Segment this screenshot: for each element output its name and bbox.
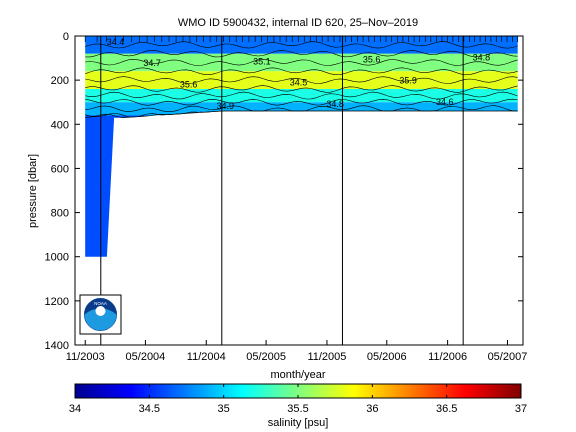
y-tick-label: 800 xyxy=(51,208,69,220)
salinity-field xyxy=(85,36,518,257)
x-tick-label: 11/2004 xyxy=(187,351,226,363)
salinity-layer-6 xyxy=(85,111,518,257)
y-tick-label: 0 xyxy=(63,31,69,43)
y-axis-label: pressure [dbar] xyxy=(27,154,39,228)
colorbar-tick-label: 35.5 xyxy=(287,403,308,415)
contour-label: 34.8 xyxy=(326,99,344,109)
y-tick-label: 1400 xyxy=(45,340,69,352)
contour-label: 34.7 xyxy=(143,58,161,68)
salinity-layer-2 xyxy=(85,53,518,72)
contour-label: 35.1 xyxy=(253,56,271,66)
x-axis-ticks: 11/2003 05/2004 11/2004 05/2005 11/2005 05/20… xyxy=(66,340,528,363)
contour-line-3 xyxy=(85,67,518,76)
contour-label: 34.5 xyxy=(290,78,308,88)
colorbar-ticks: 34 34.5 35 35.5 36 36.5 37 xyxy=(69,384,527,415)
colorbar-label: salinity [psu] xyxy=(268,417,329,429)
contour-line-4 xyxy=(85,85,518,93)
contour-line-10 xyxy=(85,76,518,84)
year-lines xyxy=(100,36,464,345)
x-tick-label: 05/2007 xyxy=(488,351,528,363)
colorbar-tick-label: 35 xyxy=(218,403,230,415)
colorbar-tick-label: 37 xyxy=(515,403,527,415)
contour-label: 34.8 xyxy=(473,52,491,62)
x-tick-label: 11/2006 xyxy=(428,351,467,363)
chart-title: WMO ID 5900432, internal ID 620, 25–Nov–… xyxy=(178,17,418,29)
contour-line-8 xyxy=(85,41,518,49)
noaa-logo: NOAA xyxy=(79,294,122,335)
profile-time-marks xyxy=(84,36,519,42)
y-tick-label: 400 xyxy=(51,119,69,131)
colorbar-tick-label: 36 xyxy=(366,403,378,415)
salinity-layer-4 xyxy=(85,89,518,103)
contour-label: 34.6 xyxy=(436,97,454,107)
contour-label: 35.6 xyxy=(363,54,381,64)
y-axis-ticks: 0 200 400 600 800 1000 1200 1400 xyxy=(45,31,523,352)
y-tick-label: 200 xyxy=(51,75,69,87)
colorbar-tick-label: 34.5 xyxy=(139,403,160,415)
salinity-layer-3 xyxy=(85,71,518,89)
x-axis-label: month/year xyxy=(270,369,325,381)
y-tick-label: 1200 xyxy=(45,296,69,308)
contour-line-5 xyxy=(85,98,518,106)
salinity-layer-1 xyxy=(85,36,518,54)
plot-frame xyxy=(74,35,524,346)
colorbar-tick-label: 36.5 xyxy=(436,403,457,415)
svg-text:NOAA: NOAA xyxy=(94,301,107,306)
contour-line-11 xyxy=(85,91,518,100)
x-tick-label: 05/2006 xyxy=(367,351,407,363)
colorbar-tick-label: 34 xyxy=(69,403,81,415)
y-tick-label: 600 xyxy=(51,163,69,175)
contour-lines xyxy=(85,41,518,119)
x-tick-label: 05/2005 xyxy=(246,351,286,363)
contour-label: 34.9 xyxy=(217,101,235,111)
contour-line-9 xyxy=(85,58,518,66)
x-tick-label: 05/2004 xyxy=(126,351,166,363)
contour-label: 35.9 xyxy=(399,76,417,86)
contour-label: 35.6 xyxy=(180,80,198,90)
contour-line-2 xyxy=(85,49,518,58)
contour-line-12 xyxy=(85,105,518,112)
y-tick-label: 1000 xyxy=(45,252,69,264)
x-tick-label: 11/2003 xyxy=(66,351,105,363)
x-tick-label: 11/2005 xyxy=(307,351,346,363)
